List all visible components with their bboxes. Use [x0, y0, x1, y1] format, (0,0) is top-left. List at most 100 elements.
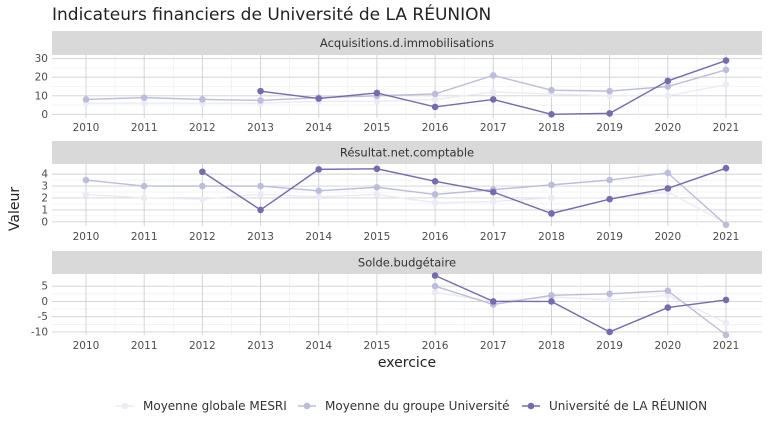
data-point: [664, 169, 672, 177]
x-tick-label: 2013: [247, 122, 274, 134]
data-point: [140, 182, 148, 190]
data-point: [606, 328, 613, 336]
data-point: [722, 164, 730, 172]
x-tick-label: 2017: [480, 340, 507, 352]
legend-item: Moyenne globale MESRI: [116, 399, 287, 413]
x-tick-label: 2010: [73, 340, 100, 352]
x-tick-label: 2011: [131, 231, 158, 243]
data-point: [548, 292, 555, 299]
chart-panels: Acquisitions.d.immobilisations0102030201…: [31, 31, 762, 352]
data-point: [199, 96, 206, 103]
data-point: [548, 298, 555, 305]
data-point: [373, 191, 381, 198]
data-point: [722, 66, 730, 74]
data-point: [548, 86, 555, 94]
x-tick-label: 2016: [422, 122, 449, 134]
y-tick-label: 1: [41, 204, 48, 216]
data-point: [315, 166, 323, 173]
x-tick-label: 2018: [538, 340, 565, 352]
chart-legend: Moyenne globale MESRI Moyenne du groupe U…: [116, 398, 707, 413]
y-tick-label: 20: [35, 72, 48, 84]
data-point: [606, 290, 613, 298]
x-tick-label: 2021: [713, 122, 740, 134]
series: [431, 272, 730, 336]
data-point: [489, 298, 497, 305]
legend-key-point: [121, 402, 129, 410]
data-point: [373, 89, 381, 97]
data-point: [606, 176, 613, 184]
data-point: [431, 103, 439, 111]
data-point: [664, 83, 672, 90]
x-tick-label: 2017: [480, 122, 507, 134]
data-point: [373, 165, 381, 173]
series: [257, 57, 730, 118]
series: [199, 164, 730, 217]
data-point: [722, 81, 730, 88]
strip-label: Résultat.net.comptable: [340, 146, 474, 160]
y-tick-label: 4: [41, 169, 48, 181]
x-tick-label: 2012: [189, 122, 216, 134]
data-point: [548, 181, 555, 189]
x-tick-label: 2016: [422, 340, 449, 352]
data-point: [257, 87, 264, 95]
legend-label: Moyenne du groupe Université: [325, 399, 510, 413]
series: [82, 169, 730, 229]
data-point: [431, 177, 439, 185]
x-tick-label: 2016: [422, 231, 449, 243]
y-tick-label: 0: [41, 109, 48, 121]
x-tick-label: 2019: [596, 231, 623, 243]
y-tick-label: 10: [35, 90, 48, 102]
data-point: [722, 221, 730, 229]
data-point: [664, 92, 672, 100]
x-tick-label: 2014: [305, 231, 332, 243]
x-tick-label: 2018: [538, 231, 565, 243]
data-point: [431, 199, 439, 207]
data-point: [140, 194, 148, 202]
series: [431, 282, 730, 339]
legend-label: Moyenne globale MESRI: [143, 399, 287, 413]
data-point: [664, 304, 672, 311]
data-point: [257, 97, 264, 104]
data-point: [82, 191, 90, 198]
y-tick-label: -10: [31, 326, 48, 338]
data-point: [606, 296, 613, 304]
data-point: [664, 287, 672, 295]
legend-key-point: [303, 402, 311, 410]
y-tick-label: 2: [41, 192, 48, 204]
strip-label: Acquisitions.d.immobilisations: [320, 36, 494, 50]
data-point: [489, 88, 497, 96]
y-axis-title: Valeur: [7, 187, 23, 231]
data-point: [431, 90, 439, 98]
x-tick-label: 2012: [189, 340, 216, 352]
data-point: [606, 92, 613, 100]
data-point: [140, 99, 148, 107]
x-tick-label: 2020: [654, 231, 681, 243]
data-point: [606, 87, 613, 95]
y-tick-label: -5: [38, 311, 48, 323]
x-tick-label: 2010: [73, 122, 100, 134]
x-tick-label: 2020: [654, 122, 681, 134]
strip-background: [52, 251, 762, 274]
data-point: [373, 98, 381, 105]
series-line: [434, 274, 727, 333]
data-point: [431, 289, 439, 296]
x-tick-label: 2011: [131, 122, 158, 134]
data-point: [199, 168, 206, 176]
data-point: [82, 176, 90, 184]
series: [82, 66, 730, 104]
legend-label: Université de LA RÉUNION: [549, 398, 707, 413]
data-point: [664, 185, 672, 192]
data-point: [548, 210, 555, 217]
x-tick-label: 2019: [596, 340, 623, 352]
data-point: [315, 95, 323, 102]
x-axis-title: exercice: [378, 355, 436, 371]
x-tick-label: 2015: [364, 122, 391, 134]
x-tick-label: 2013: [247, 231, 274, 243]
data-point: [489, 188, 497, 196]
data-point: [664, 292, 672, 299]
series-line: [201, 167, 727, 215]
data-point: [257, 182, 264, 190]
legend-item: Université de LA RÉUNION: [522, 398, 707, 413]
